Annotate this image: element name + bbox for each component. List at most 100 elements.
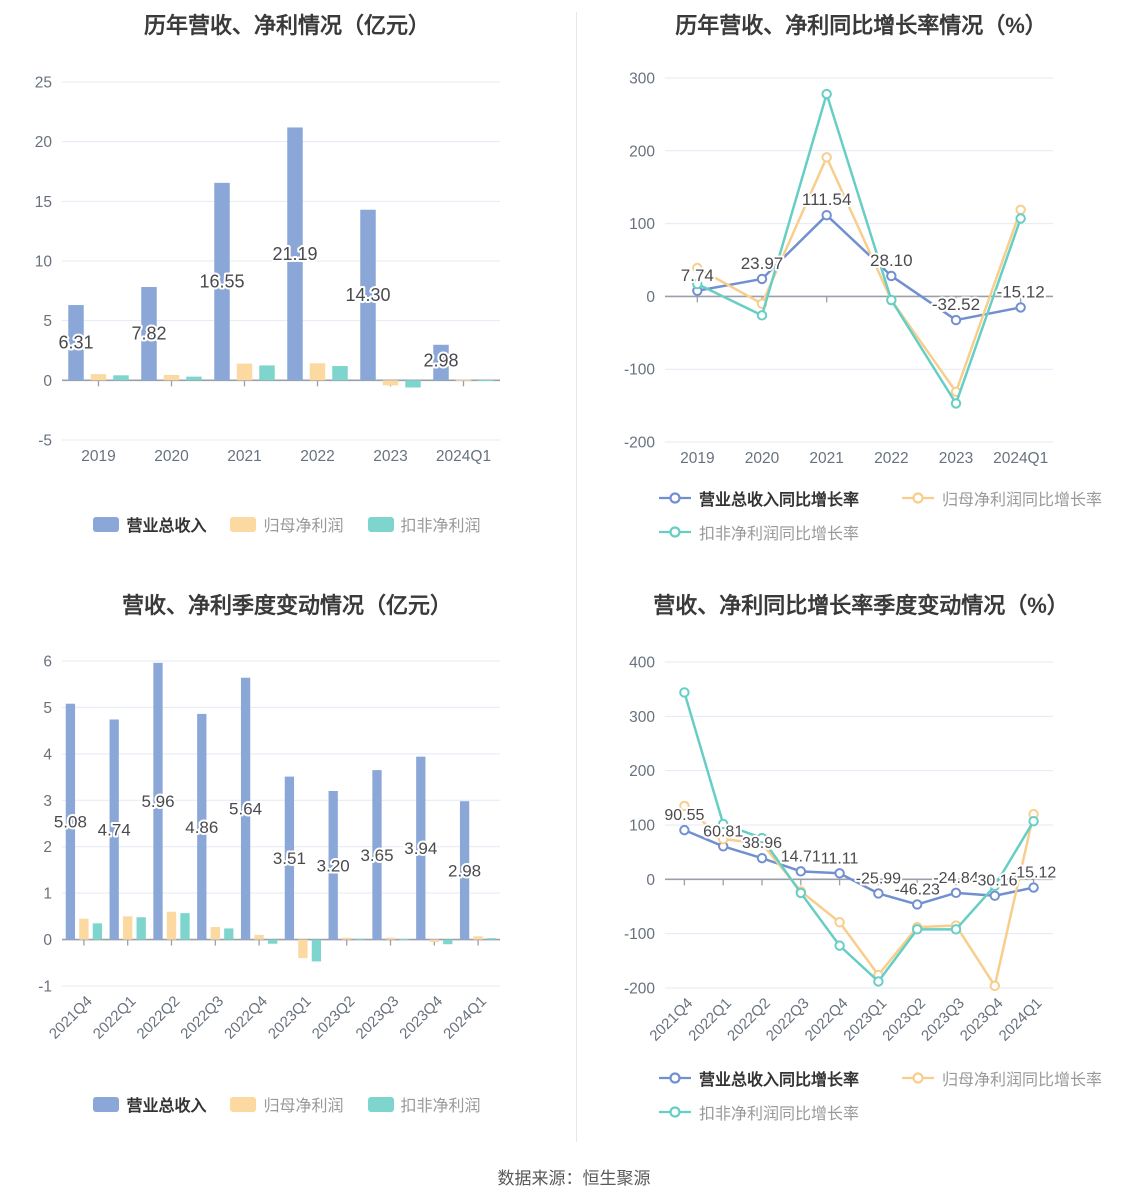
svg-text:3: 3 <box>43 793 52 810</box>
chart-annual-revenue-profit: 历年营收、净利情况（亿元） -5 0 5 10 15 20 25 2019 2020 2021 20… <box>0 0 574 575</box>
svg-text:3.51: 3.51 <box>273 849 306 868</box>
svg-text:2022Q3: 2022Q3 <box>177 993 227 1043</box>
svg-text:-5: -5 <box>38 433 52 450</box>
svg-text:2021: 2021 <box>227 448 261 465</box>
svg-text:2023Q4: 2023Q4 <box>396 993 446 1043</box>
svg-text:2023Q3: 2023Q3 <box>353 993 403 1043</box>
y-gridlines <box>62 660 500 987</box>
svg-text:14.71: 14.71 <box>781 848 821 865</box>
svg-text:2020: 2020 <box>745 450 780 467</box>
legend: 营业总收入 归母净利润 扣非净利润 <box>0 1092 574 1116</box>
svg-text:4: 4 <box>43 746 52 763</box>
x-axis <box>62 379 500 387</box>
svg-text:23.97: 23.97 <box>741 254 784 273</box>
legend-swatch <box>230 1096 257 1112</box>
x-axis-labels: 2021Q42022Q12022Q22022Q32022Q42023Q12023… <box>646 995 1045 1045</box>
legend-label: 扣非净利润 <box>400 1098 481 1115</box>
legend-item-扣非净利润[interactable]: 扣非净利润 <box>367 512 481 536</box>
series-归母净利润 <box>79 911 483 959</box>
svg-text:2.98: 2.98 <box>448 861 481 880</box>
svg-text:20: 20 <box>35 134 53 151</box>
chart-title: 历年营收、净利同比增长率情况（%） <box>675 13 1047 38</box>
svg-text:300: 300 <box>629 709 655 726</box>
svg-text:38.96: 38.96 <box>742 835 782 852</box>
line-value-labels: 7.74 23.97 111.54 28.10 -32.52 -15.12 <box>679 188 1047 316</box>
svg-text:2: 2 <box>43 839 52 856</box>
svg-text:10: 10 <box>35 254 53 271</box>
series-营业总收入同比增长率 <box>679 824 1039 910</box>
svg-text:2024Q1: 2024Q1 <box>440 993 490 1043</box>
legend-item-营业总收入同比增长率[interactable]: 营业总收入同比增长率 <box>658 1066 859 1090</box>
svg-text:0: 0 <box>43 373 52 390</box>
svg-text:2022: 2022 <box>874 450 908 467</box>
svg-text:-15.12: -15.12 <box>997 282 1045 301</box>
series-营业总收入同比增长率 <box>692 209 1026 326</box>
svg-text:1: 1 <box>43 886 52 903</box>
legend-label: 归母净利润同比增长率 <box>942 492 1103 509</box>
series-营业总收入 <box>68 127 449 381</box>
legend-item-扣非净利润[interactable]: 扣非净利润 <box>367 1092 481 1116</box>
x-axis-labels: 2021Q42022Q12022Q22022Q32022Q42023Q12023… <box>46 993 490 1043</box>
svg-text:2022: 2022 <box>300 448 334 465</box>
legend-line-marker <box>659 1072 691 1084</box>
chart-quarterly-revenue-profit: 营收、净利季度变动情况（亿元） -1 0 1 2 3 4 5 6 2021Q4 2022Q1 202… <box>0 580 574 1155</box>
legend-item-营业总收入[interactable]: 营业总收入 <box>93 1092 206 1116</box>
svg-text:5.08: 5.08 <box>54 813 87 832</box>
legend: 营业总收入同比增长率 归母净利润同比增长率扣非净利润同比增长率 <box>658 486 1120 544</box>
svg-text:2023: 2023 <box>373 448 407 465</box>
svg-text:5: 5 <box>43 313 52 330</box>
svg-text:14.30: 14.30 <box>345 285 390 305</box>
data-source-note: 数据来源：恒生聚源 <box>497 1169 651 1188</box>
svg-text:-32.52: -32.52 <box>932 295 980 314</box>
svg-text:100: 100 <box>629 216 655 233</box>
x-axis-labels: 2019 2020 2021 2022 2023 2024Q1 <box>680 450 1048 467</box>
legend-item-营业总收入同比增长率[interactable]: 营业总收入同比增长率 <box>658 486 859 510</box>
legend-label: 归母净利润同比增长率 <box>942 1072 1103 1089</box>
svg-text:6: 6 <box>43 654 52 671</box>
series-扣非净利润 <box>113 365 494 388</box>
svg-text:2023Q1: 2023Q1 <box>265 993 315 1043</box>
svg-text:2022Q4: 2022Q4 <box>221 993 271 1043</box>
legend-item-归母净利润[interactable]: 归母净利润 <box>230 512 344 536</box>
series-扣非净利润 <box>92 913 497 962</box>
annual-revenue-profit-plot: -5 0 5 10 15 20 25 2019 2020 2021 2022 2023 2024Q1 6.… <box>35 75 500 465</box>
svg-text:60.81: 60.81 <box>703 823 743 840</box>
svg-text:0: 0 <box>43 932 52 949</box>
legend-swatch <box>367 1096 394 1112</box>
svg-text:-200: -200 <box>624 435 655 452</box>
legend: 营业总收入同比增长率 归母净利润同比增长率扣非净利润同比增长率 <box>658 1066 1120 1124</box>
legend-item-归母净利润同比增长率[interactable]: 归母净利润同比增长率 <box>901 1066 1102 1090</box>
legend-swatch <box>93 516 120 532</box>
legend-item-归母净利润[interactable]: 归母净利润 <box>230 1092 344 1116</box>
chart-title: 历年营收、净利情况（亿元） <box>143 13 430 38</box>
y-gridlines <box>62 81 500 441</box>
svg-text:3.65: 3.65 <box>360 846 393 865</box>
legend-item-扣非净利润同比增长率[interactable]: 扣非净利润同比增长率 <box>658 520 859 544</box>
svg-text:0: 0 <box>646 872 655 889</box>
svg-text:200: 200 <box>629 143 655 160</box>
series-扣非净利润同比增长率 <box>692 88 1026 409</box>
legend-item-扣非净利润同比增长率[interactable]: 扣非净利润同比增长率 <box>658 1100 859 1124</box>
svg-text:2020: 2020 <box>154 448 189 465</box>
svg-text:2019: 2019 <box>81 448 115 465</box>
legend-line-marker <box>659 492 691 504</box>
quarterly-revenue-profit-plot: -101234562021Q42022Q12022Q22022Q32022Q42… <box>38 654 500 1043</box>
svg-text:5.64: 5.64 <box>229 800 262 819</box>
legend-line-marker <box>659 1106 691 1118</box>
svg-text:28.10: 28.10 <box>870 251 913 270</box>
svg-text:2024Q1: 2024Q1 <box>996 995 1046 1045</box>
svg-text:11.11: 11.11 <box>821 850 859 867</box>
svg-text:-15.12: -15.12 <box>1011 865 1056 882</box>
svg-text:25: 25 <box>35 75 52 92</box>
svg-text:2021: 2021 <box>809 450 843 467</box>
svg-text:2024Q1: 2024Q1 <box>993 450 1048 467</box>
svg-text:7.74: 7.74 <box>681 266 714 285</box>
svg-text:2021Q4: 2021Q4 <box>46 993 96 1043</box>
svg-text:111.54: 111.54 <box>802 190 851 209</box>
svg-text:4.86: 4.86 <box>185 818 218 837</box>
legend-item-营业总收入[interactable]: 营业总收入 <box>93 512 206 536</box>
legend-item-归母净利润同比增长率[interactable]: 归母净利润同比增长率 <box>901 486 1102 510</box>
svg-text:-1: -1 <box>38 979 52 996</box>
